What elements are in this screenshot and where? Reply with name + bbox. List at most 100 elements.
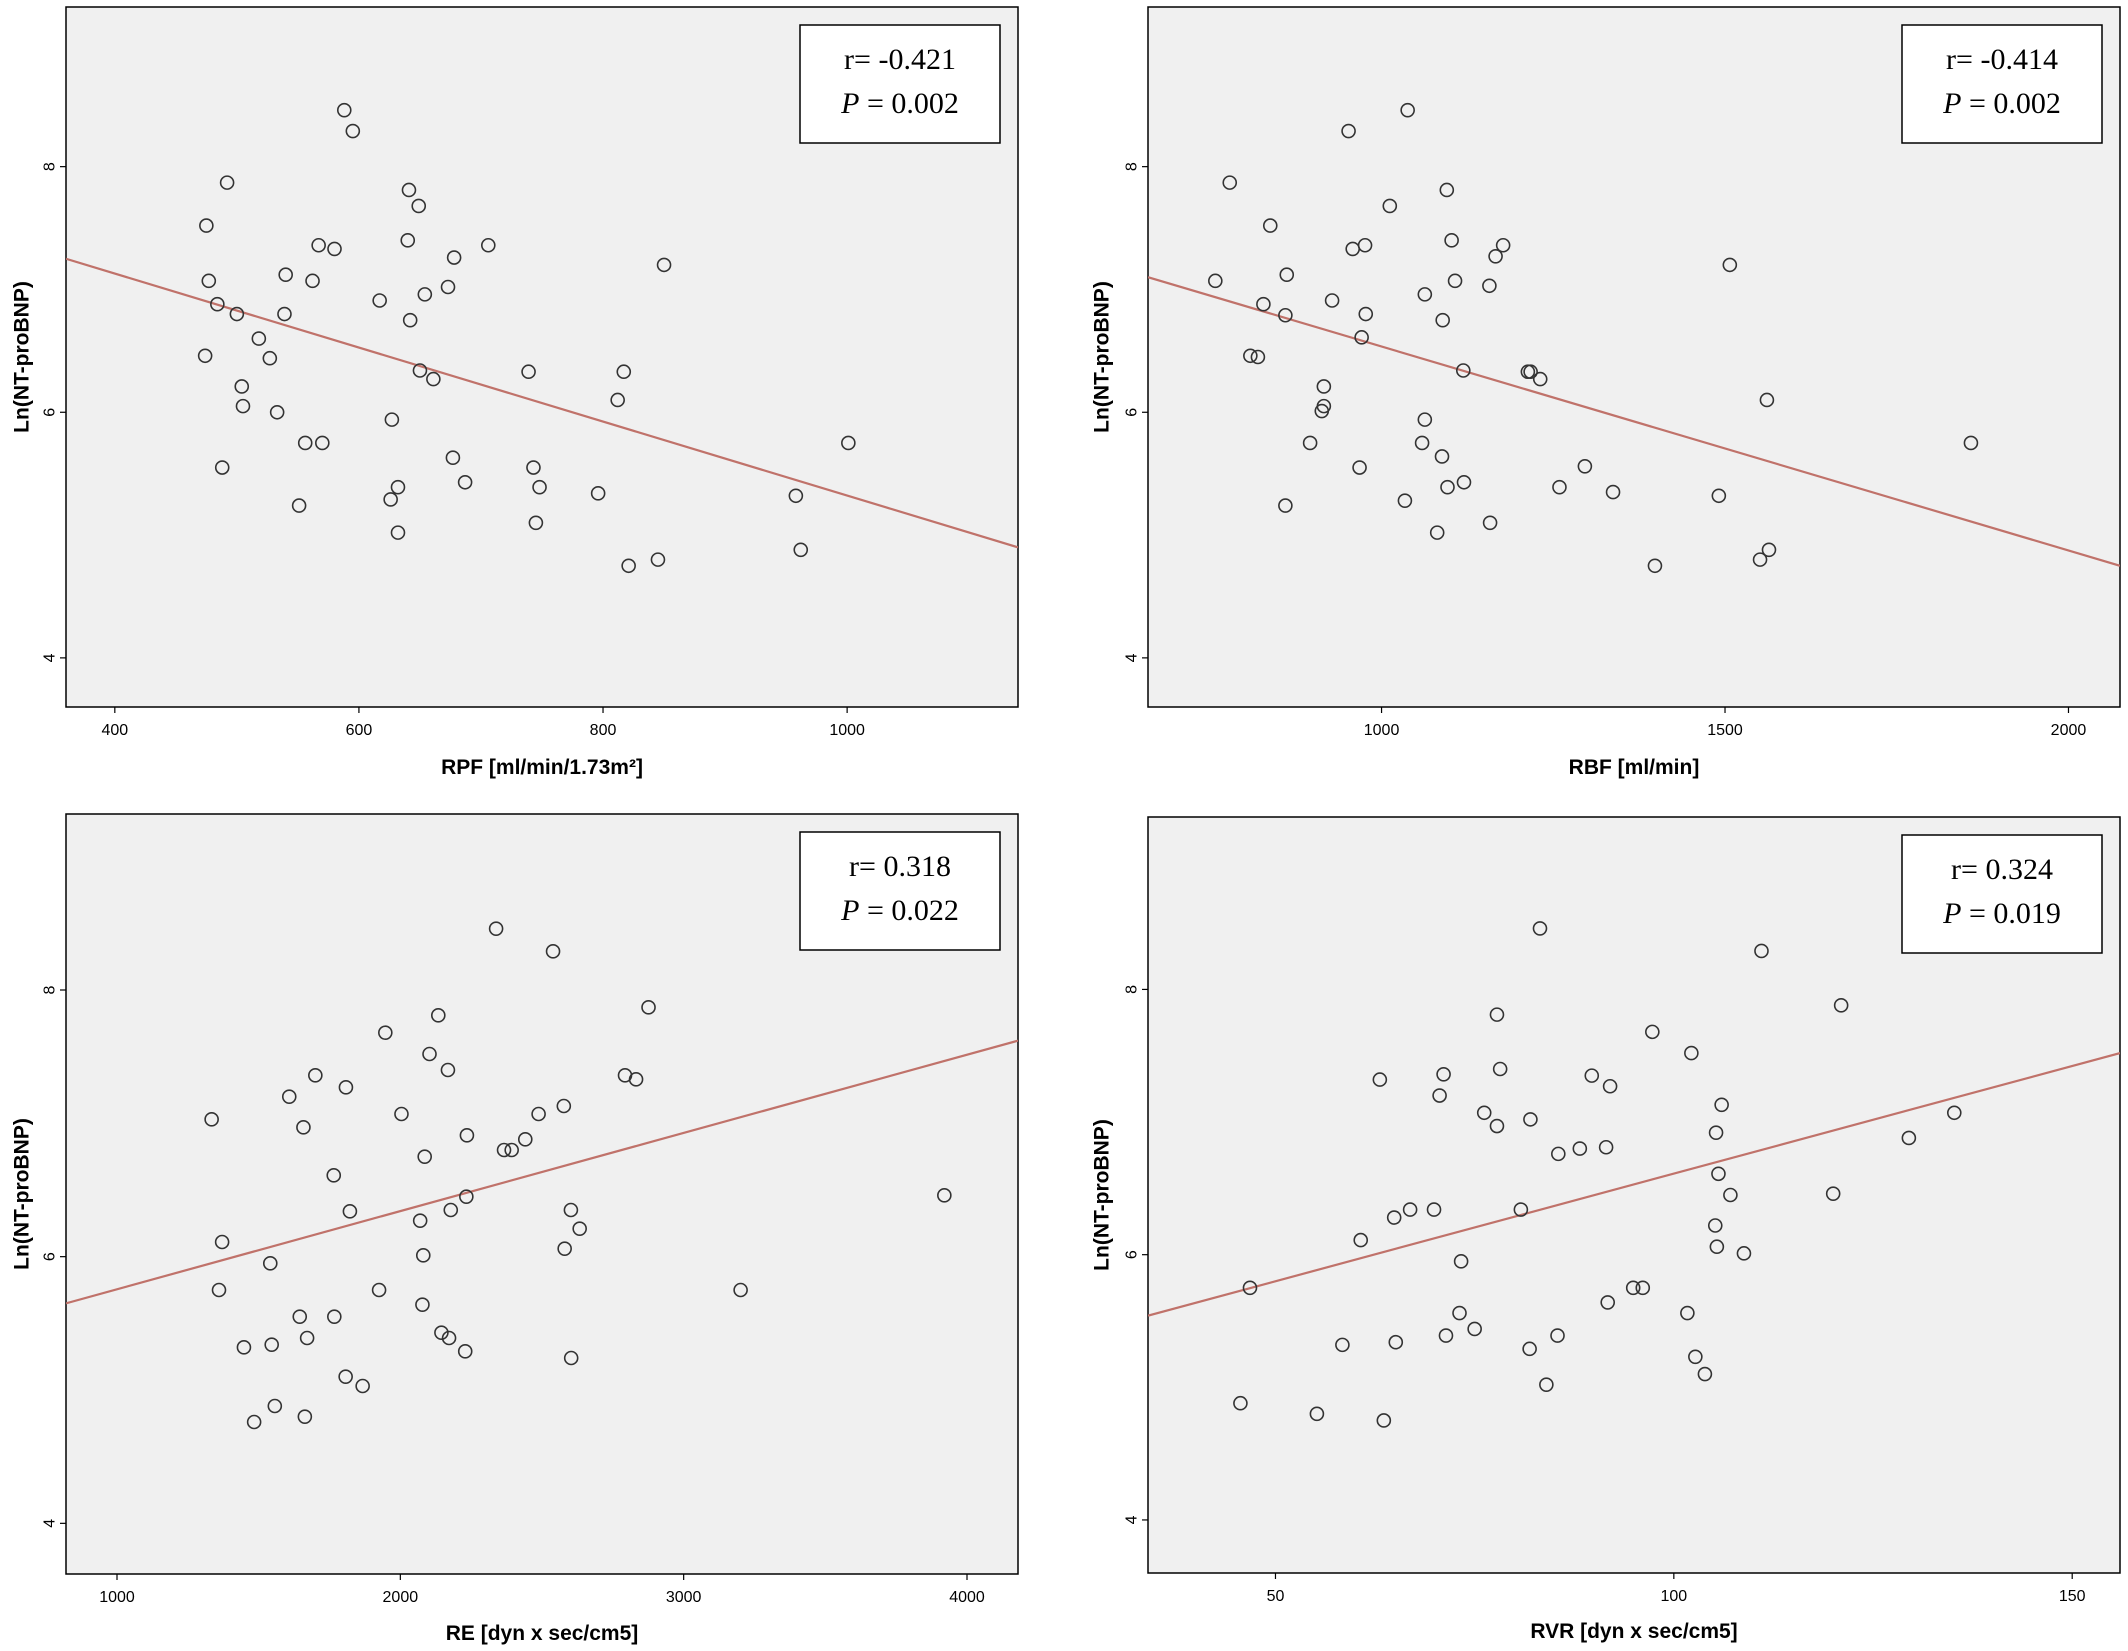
data-point bbox=[1963, 435, 1979, 451]
data-point bbox=[229, 306, 245, 322]
y-tick-label: 4 bbox=[42, 1519, 59, 1528]
data-point bbox=[733, 1282, 748, 1298]
data-point bbox=[299, 1330, 315, 1346]
data-point bbox=[1345, 241, 1361, 257]
data-point bbox=[269, 404, 285, 420]
data-point bbox=[1605, 484, 1621, 500]
data-point bbox=[1353, 1232, 1369, 1248]
p-value: P = 0.002 bbox=[1942, 87, 2061, 120]
p-label: P bbox=[840, 894, 859, 927]
data-point bbox=[236, 1340, 252, 1355]
data-point bbox=[1439, 182, 1455, 198]
data-point bbox=[1279, 267, 1295, 283]
data-point bbox=[1397, 493, 1413, 508]
data-point bbox=[841, 435, 856, 451]
data-point bbox=[1714, 1097, 1729, 1113]
p-label: P bbox=[840, 87, 859, 120]
data-point bbox=[415, 1248, 431, 1263]
data-point bbox=[417, 287, 433, 302]
data-point bbox=[1680, 1305, 1695, 1321]
x-tick-label: 2000 bbox=[2051, 722, 2087, 739]
data-point bbox=[1476, 1105, 1492, 1121]
data-point bbox=[1647, 558, 1663, 574]
y-tick-label: 4 bbox=[42, 653, 59, 662]
data-point bbox=[401, 182, 417, 198]
x-tick-label: 150 bbox=[2059, 1588, 2086, 1605]
data-point bbox=[1243, 348, 1258, 364]
data-point bbox=[1532, 921, 1548, 936]
data-point bbox=[937, 1188, 952, 1203]
scatter-chart-2: 1000 1500 2000 4 6 8 RBF [ml/min] Ln(NT-proBNP)… bbox=[1091, 6, 2121, 779]
r-value: r= 0.324 bbox=[1951, 853, 2053, 886]
data-point bbox=[1513, 1202, 1529, 1217]
data-point bbox=[563, 1350, 579, 1366]
data-point bbox=[656, 257, 672, 273]
data-point bbox=[292, 1309, 308, 1324]
data-point bbox=[417, 1149, 433, 1164]
data-point bbox=[1376, 1413, 1392, 1428]
p-number: = 0.022 bbox=[859, 894, 958, 927]
data-point bbox=[390, 479, 406, 495]
data-point bbox=[1386, 1210, 1402, 1225]
data-point bbox=[1584, 1068, 1600, 1083]
data-point bbox=[1495, 237, 1511, 253]
data-point bbox=[1697, 1366, 1713, 1382]
data-point bbox=[434, 1325, 449, 1340]
regression-line bbox=[66, 257, 1018, 549]
data-point bbox=[788, 488, 804, 504]
data-point bbox=[1722, 257, 1738, 273]
data-point bbox=[1455, 363, 1471, 378]
x-tick-label: 1000 bbox=[1364, 722, 1400, 739]
stats-box bbox=[1901, 24, 2103, 144]
data-point bbox=[1444, 233, 1459, 248]
data-point bbox=[219, 175, 235, 190]
data-point bbox=[1532, 371, 1548, 387]
y-tick-label: 6 bbox=[1124, 1250, 1141, 1259]
scatter-chart-1: 400 600 800 1000 4 6 8 RPF [ml/min/1.73m²] Ln(NT… bbox=[11, 6, 1019, 779]
data-point bbox=[621, 558, 636, 574]
data-point bbox=[326, 1168, 342, 1183]
data-point bbox=[411, 198, 427, 214]
data-point bbox=[336, 102, 352, 118]
data-point bbox=[1572, 1141, 1588, 1156]
data-point bbox=[445, 450, 461, 466]
data-point bbox=[641, 1000, 656, 1015]
data-point bbox=[556, 1098, 572, 1114]
data-point bbox=[1426, 1202, 1442, 1217]
data-point bbox=[1684, 1045, 1699, 1061]
data-point bbox=[1402, 1202, 1418, 1217]
data-point bbox=[1489, 1007, 1505, 1022]
data-point bbox=[1482, 515, 1498, 531]
data-point bbox=[1539, 1377, 1554, 1392]
data-point bbox=[338, 1080, 354, 1095]
data-point bbox=[557, 1241, 572, 1256]
data-point bbox=[277, 306, 292, 322]
scatter-chart-4: 50 100 150 4 6 8 RVR [dyn x sec/cm5] Ln(NT-proB… bbox=[1091, 816, 2121, 1643]
scatter-chart-3: 1000 2000 3000 4000 4 6 8 RE [dyn x sec/cm5] Ln(… bbox=[11, 813, 1019, 1645]
data-point bbox=[1736, 1246, 1752, 1261]
p-value: P = 0.019 bbox=[1942, 897, 2061, 930]
data-point bbox=[1707, 1218, 1723, 1233]
data-point bbox=[201, 273, 217, 289]
y-tick-label: 8 bbox=[42, 162, 59, 171]
data-point bbox=[1523, 364, 1538, 380]
data-point bbox=[1314, 403, 1330, 419]
data-point bbox=[545, 944, 561, 959]
data-point bbox=[1400, 102, 1415, 118]
x-axis-title: RVR [dyn x sec/cm5] bbox=[1530, 1620, 1737, 1643]
x-tick-label: 4000 bbox=[949, 1589, 985, 1606]
data-point bbox=[1222, 175, 1238, 190]
data-point bbox=[267, 1398, 283, 1414]
data-point bbox=[1256, 296, 1271, 312]
data-point bbox=[1335, 1337, 1350, 1353]
data-point bbox=[305, 273, 320, 289]
data-point bbox=[1278, 307, 1293, 323]
data-point bbox=[441, 1330, 457, 1346]
data-point bbox=[246, 1414, 262, 1430]
data-point bbox=[1752, 552, 1768, 567]
x-axis-title: RPF [ml/min/1.73m²] bbox=[441, 756, 643, 779]
data-point bbox=[1645, 1024, 1660, 1040]
data-point bbox=[422, 1046, 437, 1062]
data-point bbox=[1435, 312, 1450, 328]
data-point bbox=[1429, 525, 1445, 540]
